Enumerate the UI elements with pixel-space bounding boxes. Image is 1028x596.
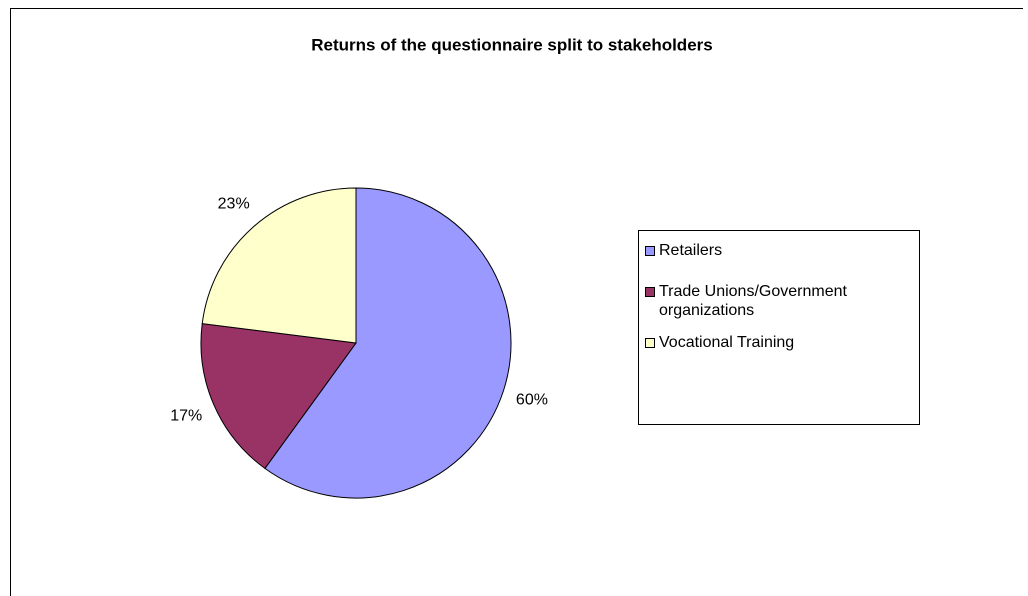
legend-item: Vocational Training: [645, 333, 919, 352]
chart-title: Returns of the questionnaire split to st…: [311, 35, 712, 54]
data-label: 60%: [516, 391, 548, 408]
legend-item: Retailers: [645, 241, 919, 260]
legend-label: Vocational Training: [659, 334, 795, 351]
pie-slice: [201, 187, 357, 344]
legend-swatch: [645, 287, 655, 297]
legend-item: Trade Unions/Government organizations: [645, 282, 919, 320]
legend: Retailers Trade Unions/Government organiz…: [638, 230, 920, 425]
pie-slice: [200, 323, 357, 470]
data-label: 17%: [170, 408, 202, 425]
legend-swatch: [645, 338, 655, 348]
legend-swatch: [645, 246, 655, 256]
data-label: 23%: [218, 195, 250, 212]
pie-slice: [264, 187, 512, 499]
legend-label: Retailers: [659, 242, 723, 259]
legend-label: Trade Unions/Government organizations: [659, 283, 847, 319]
